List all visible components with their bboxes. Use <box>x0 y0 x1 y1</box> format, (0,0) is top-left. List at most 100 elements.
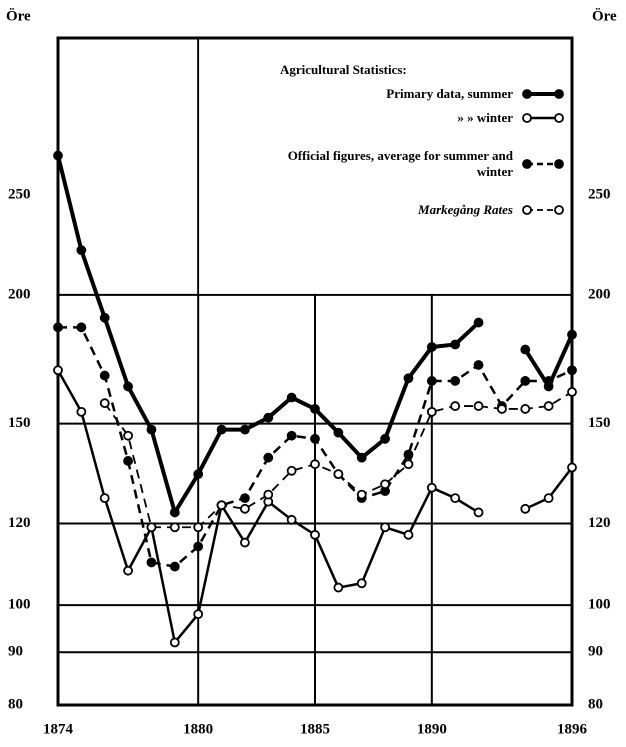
data-point <box>450 401 461 411</box>
data-point <box>520 344 531 355</box>
y-tick-label: 150 <box>8 415 31 431</box>
legend-swatch <box>522 113 564 123</box>
data-point <box>99 398 110 409</box>
data-point <box>567 462 577 473</box>
data-point <box>169 507 180 518</box>
data-point <box>53 365 63 376</box>
data-point <box>426 406 437 417</box>
data-point <box>240 493 250 504</box>
y-tick-label-right: 150 <box>588 415 611 431</box>
data-point <box>240 503 250 514</box>
y-tick-label: 100 <box>8 597 31 613</box>
swatch-marker <box>522 159 532 169</box>
data-point <box>123 430 133 441</box>
data-point <box>333 469 344 480</box>
data-point <box>543 401 554 411</box>
data-point <box>310 529 320 540</box>
data-point <box>380 479 390 490</box>
data-point <box>99 493 110 504</box>
y-tick-label-right: 90 <box>588 644 603 660</box>
legend-box <box>199 38 572 294</box>
x-tick-label: 1896 <box>557 721 588 737</box>
data-point <box>497 404 507 414</box>
legend-swatch <box>522 89 564 99</box>
data-point <box>193 609 204 620</box>
data-point <box>286 514 297 525</box>
data-point <box>53 150 63 161</box>
data-point <box>286 430 297 441</box>
legend-item: Markegång Rates <box>250 202 565 218</box>
swatch-marker <box>554 159 564 169</box>
data-point <box>169 561 180 572</box>
y-tick-label-right: 120 <box>588 515 611 531</box>
legend-title: Agricultural Statistics: <box>280 62 407 77</box>
data-point <box>567 387 577 397</box>
y-tick-label: 120 <box>8 515 31 531</box>
data-point <box>146 557 157 568</box>
data-point <box>520 503 531 514</box>
x-tick-label: 1880 <box>183 721 213 737</box>
data-point <box>380 433 390 444</box>
data-point <box>286 465 297 476</box>
data-point <box>193 541 204 552</box>
x-tick-label: 1874 <box>43 721 74 737</box>
data-point <box>356 578 367 589</box>
y-tick-label: 200 <box>8 286 31 302</box>
data-point <box>263 489 274 500</box>
data-point <box>426 376 437 386</box>
data-point <box>520 376 531 386</box>
y-tick-label: 80 <box>8 696 23 712</box>
data-point <box>403 529 414 540</box>
data-point <box>53 322 63 333</box>
x-tick-label: 1890 <box>417 721 447 737</box>
data-point <box>193 469 204 480</box>
data-point <box>403 459 414 470</box>
data-point <box>426 342 437 352</box>
data-point <box>473 401 484 411</box>
data-point <box>543 493 554 504</box>
data-point <box>520 404 531 414</box>
legend-label: Primary data, summer <box>386 86 513 101</box>
legend: Agricultural Statistics: Primary data, s… <box>250 62 565 218</box>
data-point <box>123 456 133 466</box>
legend-label: Markegång Rates <box>418 202 513 217</box>
data-point <box>567 329 577 340</box>
data-point <box>123 381 133 392</box>
data-point <box>333 582 344 593</box>
data-point <box>310 433 320 444</box>
data-point <box>473 507 484 518</box>
y-tick-label: 250 <box>8 186 31 202</box>
data-point <box>263 412 274 423</box>
y-tick-label: 90 <box>8 644 23 660</box>
data-point <box>146 522 157 533</box>
data-point <box>169 522 180 533</box>
data-point <box>403 373 414 384</box>
swatch-marker <box>522 89 532 99</box>
y-tick-label-right: 250 <box>588 186 611 202</box>
legend-swatch <box>522 159 564 169</box>
data-point <box>310 404 320 414</box>
data-point <box>450 493 461 504</box>
data-point <box>76 245 87 256</box>
data-point <box>263 452 274 463</box>
swatch-marker <box>554 113 564 123</box>
y-tick-label-right: 200 <box>588 286 611 302</box>
data-point <box>403 449 414 460</box>
legend-item: » » winter <box>250 110 565 126</box>
data-point <box>356 452 367 463</box>
data-point <box>240 424 250 435</box>
data-point <box>216 424 227 435</box>
data-point <box>543 376 554 386</box>
y-tick-label-right: 100 <box>588 597 611 613</box>
y-tick-label-right: 80 <box>588 696 603 712</box>
data-point <box>310 459 320 470</box>
y-axis-label-right: Öre <box>592 7 617 24</box>
data-point <box>567 365 577 376</box>
swatch-marker <box>554 205 564 215</box>
data-point <box>473 317 484 328</box>
data-point <box>146 424 157 435</box>
data-point <box>193 522 204 533</box>
legend-item: Primary data, summer <box>250 86 565 102</box>
data-point <box>450 339 461 350</box>
swatch-marker <box>522 113 532 123</box>
